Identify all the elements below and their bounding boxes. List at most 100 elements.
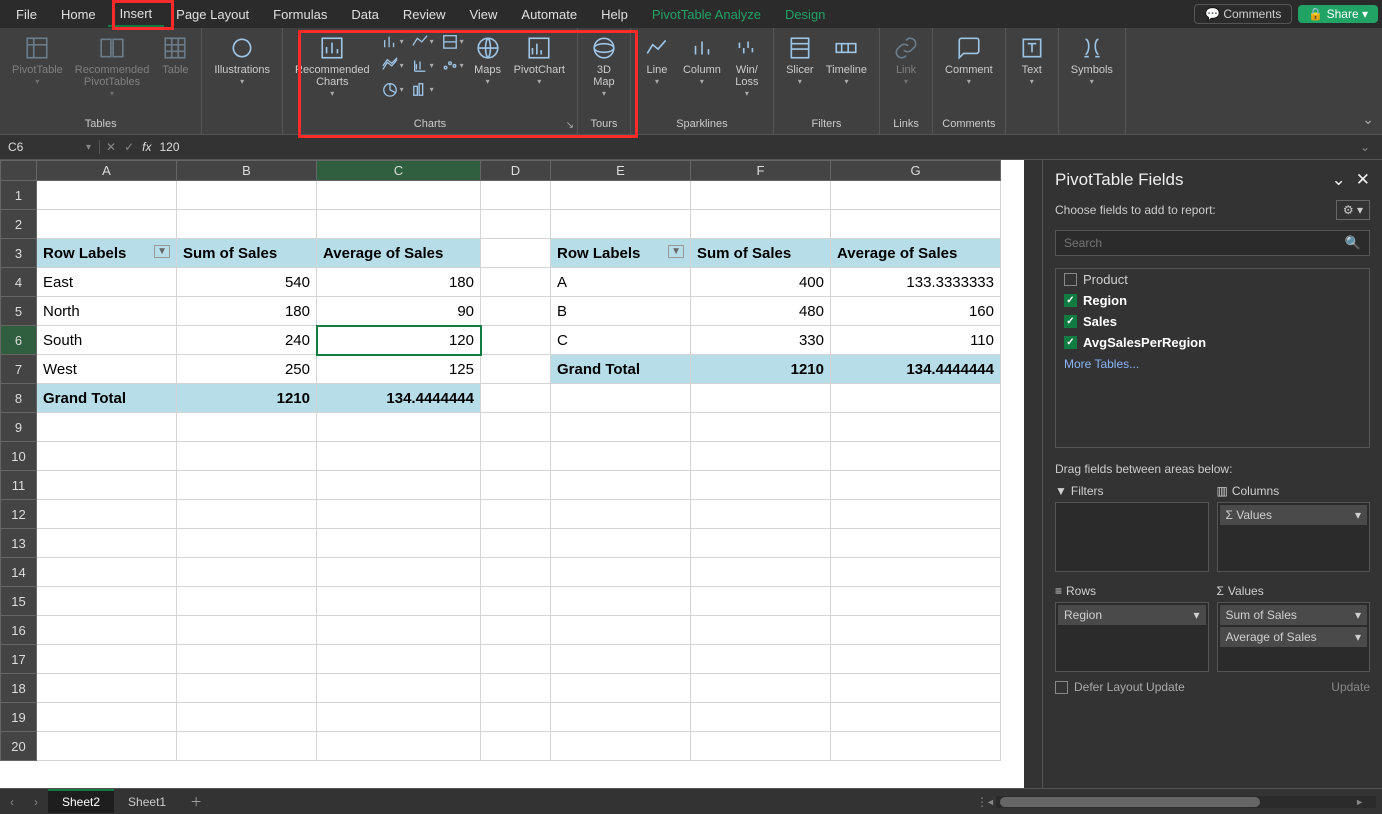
cell[interactable]	[831, 413, 1001, 442]
cell[interactable]	[831, 181, 1001, 210]
confirm-icon[interactable]: ✓	[124, 140, 134, 154]
row-header[interactable]: 9	[1, 413, 37, 442]
cell[interactable]	[551, 616, 691, 645]
row-header[interactable]: 2	[1, 210, 37, 239]
cell[interactable]	[831, 384, 1001, 413]
row-header[interactable]: 6	[1, 326, 37, 355]
cell[interactable]	[551, 500, 691, 529]
chart-type-icon[interactable]: ▾	[438, 32, 466, 50]
update-button[interactable]: Update	[1331, 680, 1370, 694]
cell[interactable]	[317, 616, 481, 645]
cell[interactable]: 1210	[691, 355, 831, 384]
ribbon-maps-button[interactable]: Maps▾	[470, 32, 506, 89]
chart-type-icon[interactable]: ▾	[378, 32, 406, 50]
cell[interactable]: 134.4444444	[317, 384, 481, 413]
menu-tab-design[interactable]: Design	[773, 3, 837, 26]
cell[interactable]	[317, 181, 481, 210]
ribbon-comment-button[interactable]: Comment▾	[941, 32, 997, 89]
cell[interactable]	[37, 732, 177, 761]
cell[interactable]	[691, 500, 831, 529]
cell[interactable]	[37, 500, 177, 529]
row-header[interactable]: 17	[1, 645, 37, 674]
cell[interactable]	[177, 587, 317, 616]
add-sheet-button[interactable]: ＋	[180, 793, 212, 810]
cell[interactable]	[551, 181, 691, 210]
chart-type-icon[interactable]: ▾	[438, 56, 466, 74]
cell[interactable]: Sum of Sales	[691, 239, 831, 268]
cell[interactable]	[481, 703, 551, 732]
vertical-scrollbar[interactable]	[1024, 160, 1042, 788]
cell[interactable]: Row Labels▼	[37, 239, 177, 268]
name-box[interactable]: C6 ▾	[0, 140, 100, 154]
ribbon-slicer-button[interactable]: Slicer▾	[782, 32, 818, 89]
column-header[interactable]	[1, 161, 37, 181]
ribbon-illustrations-button[interactable]: Illustrations▾	[210, 32, 274, 89]
search-input[interactable]	[1064, 236, 1345, 250]
cell[interactable]	[481, 529, 551, 558]
cell[interactable]	[831, 471, 1001, 500]
area-pill[interactable]: Sum of Sales▾	[1220, 605, 1368, 625]
cell[interactable]	[481, 442, 551, 471]
cell[interactable]	[691, 616, 831, 645]
menu-tab-automate[interactable]: Automate	[509, 3, 589, 26]
row-header[interactable]: 4	[1, 268, 37, 297]
cell[interactable]: Average of Sales	[831, 239, 1001, 268]
cell[interactable]: South	[37, 326, 177, 355]
cell[interactable]	[831, 587, 1001, 616]
cell[interactable]: 180	[317, 268, 481, 297]
ribbon-pivottable-button[interactable]: PivotTable▾	[8, 32, 67, 89]
cell[interactable]	[551, 384, 691, 413]
menu-tab-view[interactable]: View	[457, 3, 509, 26]
cell[interactable]	[551, 703, 691, 732]
column-header[interactable]: E	[551, 161, 691, 181]
column-header[interactable]: F	[691, 161, 831, 181]
chart-type-icon[interactable]: ▾	[378, 56, 406, 74]
ribbon-text-button[interactable]: Text▾	[1014, 32, 1050, 89]
chevron-down-icon[interactable]: ▾	[1355, 608, 1361, 622]
ribbon-collapse-icon[interactable]: ⌄	[1362, 111, 1374, 128]
cell[interactable]	[831, 616, 1001, 645]
cell[interactable]: A	[551, 268, 691, 297]
chart-type-icon[interactable]: ▾	[408, 80, 436, 98]
checkbox-icon[interactable]: ✓	[1064, 294, 1077, 307]
menu-tab-home[interactable]: Home	[49, 3, 108, 26]
cell[interactable]	[691, 181, 831, 210]
row-header[interactable]: 10	[1, 442, 37, 471]
cell[interactable]	[691, 384, 831, 413]
chevron-down-icon[interactable]: ⌄	[1332, 170, 1346, 190]
cell[interactable]: West	[37, 355, 177, 384]
cell[interactable]	[691, 674, 831, 703]
chart-type-icon[interactable]: ▾	[408, 56, 436, 74]
cell[interactable]	[317, 500, 481, 529]
cell[interactable]	[37, 471, 177, 500]
cell[interactable]	[177, 500, 317, 529]
checkbox-icon[interactable]: ✓	[1064, 315, 1077, 328]
cell[interactable]	[481, 558, 551, 587]
cell[interactable]	[831, 645, 1001, 674]
cell[interactable]: 240	[177, 326, 317, 355]
chevron-down-icon[interactable]: ▾	[1355, 630, 1361, 644]
fx-icon[interactable]: fx	[142, 140, 151, 154]
cell[interactable]: 480	[691, 297, 831, 326]
row-header[interactable]: 20	[1, 732, 37, 761]
cell[interactable]	[37, 616, 177, 645]
area-pill[interactable]: Average of Sales▾	[1220, 627, 1368, 647]
more-tables-link[interactable]: More Tables...	[1056, 353, 1369, 375]
field-item[interactable]: ✓Sales	[1056, 311, 1369, 332]
cell[interactable]	[37, 210, 177, 239]
cell[interactable]	[551, 442, 691, 471]
cell[interactable]	[177, 645, 317, 674]
cell[interactable]	[691, 413, 831, 442]
cell[interactable]	[317, 732, 481, 761]
cell[interactable]	[177, 210, 317, 239]
area-dropzone[interactable]	[1055, 502, 1209, 572]
cell[interactable]: Grand Total	[37, 384, 177, 413]
cell[interactable]	[317, 413, 481, 442]
cell[interactable]	[317, 645, 481, 674]
cell[interactable]	[177, 529, 317, 558]
chevron-down-icon[interactable]: ▾	[1193, 608, 1199, 622]
field-item[interactable]: ✓AvgSalesPerRegion	[1056, 332, 1369, 353]
ribbon-pivotchart-button[interactable]: PivotChart▾	[510, 32, 569, 89]
cell[interactable]: 540	[177, 268, 317, 297]
cell[interactable]	[37, 181, 177, 210]
